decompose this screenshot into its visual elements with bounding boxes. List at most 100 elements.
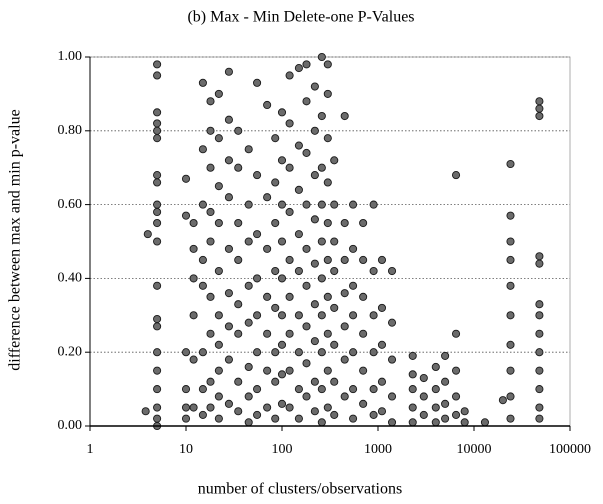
point xyxy=(408,385,417,394)
point xyxy=(506,211,515,220)
point xyxy=(330,156,339,165)
point xyxy=(451,171,461,180)
point xyxy=(302,281,311,290)
point xyxy=(244,145,253,154)
point xyxy=(263,244,272,253)
point xyxy=(285,163,294,172)
point xyxy=(244,362,253,372)
point xyxy=(214,89,223,98)
point xyxy=(214,340,223,349)
point xyxy=(535,414,544,423)
point xyxy=(302,60,311,69)
point xyxy=(535,403,544,412)
point xyxy=(244,237,253,246)
point xyxy=(340,355,349,364)
x-tick-label: 1 xyxy=(87,442,94,457)
point xyxy=(419,392,428,401)
point xyxy=(302,200,311,209)
x-tick-label: 10 xyxy=(179,442,193,457)
chart-title: (b) Max - Min Delete-one P-Values xyxy=(187,9,414,26)
point xyxy=(153,314,162,324)
point xyxy=(294,141,303,150)
point xyxy=(369,311,378,320)
point xyxy=(234,300,243,309)
point xyxy=(317,163,326,172)
point xyxy=(460,407,469,416)
point xyxy=(234,407,243,416)
point xyxy=(323,366,332,375)
point xyxy=(214,392,223,401)
point xyxy=(214,311,223,320)
point xyxy=(330,237,339,246)
point xyxy=(141,407,150,416)
point xyxy=(535,385,544,394)
point xyxy=(189,355,198,364)
point xyxy=(302,322,311,331)
point xyxy=(189,218,198,228)
point xyxy=(285,207,294,217)
point xyxy=(387,318,397,327)
y-tick-label: 0.60 xyxy=(58,197,83,212)
point xyxy=(285,71,294,80)
point xyxy=(253,348,262,357)
point xyxy=(294,185,303,194)
point xyxy=(369,385,378,394)
point xyxy=(198,348,207,357)
point xyxy=(330,410,339,419)
point xyxy=(323,60,332,69)
point xyxy=(294,64,303,73)
x-tick-label: 100000 xyxy=(549,442,591,457)
point xyxy=(181,414,191,423)
point xyxy=(277,340,287,349)
point xyxy=(317,237,326,246)
point xyxy=(506,281,515,290)
point xyxy=(198,200,207,209)
point xyxy=(408,403,417,412)
point xyxy=(387,266,397,276)
point xyxy=(153,385,162,394)
x-axis-label: number of clusters/observations xyxy=(198,481,402,498)
point xyxy=(506,159,515,169)
point xyxy=(224,399,233,408)
point xyxy=(323,292,332,301)
point xyxy=(271,266,280,276)
point xyxy=(198,410,207,419)
point xyxy=(451,392,461,401)
point xyxy=(431,418,440,427)
point xyxy=(451,366,461,375)
point xyxy=(153,171,162,180)
x-tick-label: 1000 xyxy=(364,442,392,457)
point xyxy=(253,385,262,394)
point xyxy=(330,340,339,349)
point xyxy=(153,348,162,357)
point xyxy=(323,329,332,338)
point xyxy=(506,366,515,375)
point xyxy=(340,289,349,298)
point xyxy=(189,311,198,320)
point xyxy=(340,218,349,228)
point xyxy=(349,200,358,209)
point xyxy=(408,370,417,379)
point xyxy=(214,182,223,191)
point xyxy=(214,218,223,228)
point xyxy=(310,407,319,416)
point xyxy=(480,418,489,427)
point xyxy=(285,255,294,265)
point xyxy=(506,340,515,349)
point xyxy=(253,171,262,180)
point xyxy=(294,414,303,423)
point xyxy=(224,289,233,298)
point xyxy=(535,104,544,113)
x-tick-label: 10000 xyxy=(457,442,492,457)
point xyxy=(189,403,198,412)
point xyxy=(317,52,326,62)
point xyxy=(214,414,223,423)
point xyxy=(234,255,243,265)
point xyxy=(387,392,397,401)
point xyxy=(153,281,162,290)
point xyxy=(189,274,198,283)
point xyxy=(214,134,223,143)
point xyxy=(253,410,262,419)
point xyxy=(244,392,253,401)
y-axis-label: difference between max and min p-value xyxy=(7,109,24,370)
